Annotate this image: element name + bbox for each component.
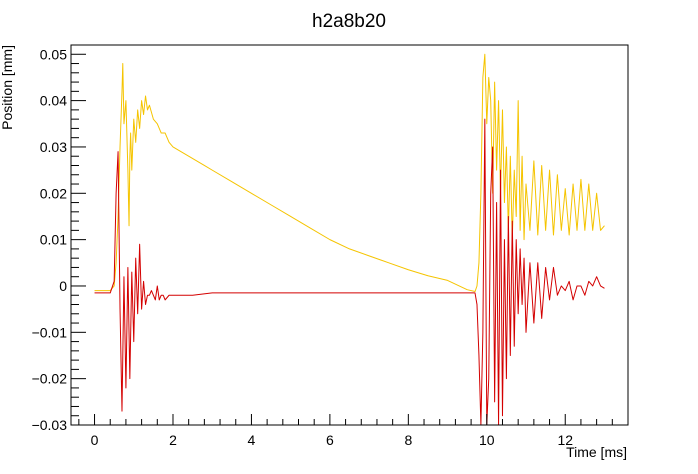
x-tick-label: 0 (91, 432, 99, 448)
y-tick-label: 0 (59, 278, 67, 294)
chart-title: h2a8b20 (312, 11, 386, 32)
x-tick-label: 12 (557, 432, 573, 448)
y-tick-label: 0.02 (40, 185, 67, 201)
y-tick-label: −0.03 (32, 417, 68, 433)
y-tick-label: 0.03 (40, 139, 67, 155)
series-line-2 (94, 118, 605, 426)
y-tick-label: 0.05 (40, 46, 67, 62)
y-tick-label: 0.01 (40, 232, 67, 248)
y-tick-label: −0.01 (32, 324, 68, 340)
x-axis: 0 2 4 6 8 10 12 (78, 414, 629, 448)
y-tick-label: 0.04 (40, 93, 67, 109)
x-tick-label: 8 (404, 432, 412, 448)
x-tick-label: 6 (326, 432, 334, 448)
x-tick-label: 2 (169, 432, 177, 448)
series-line-1 (94, 53, 605, 293)
y-axis: −0.03 −0.02 −0.01 0 0.01 0.02 0.03 0.04 0.05 (32, 44, 86, 433)
x-tick-label: 10 (479, 432, 495, 448)
plot-frame (70, 44, 629, 426)
x-axis-label: Time [ms] (566, 444, 627, 460)
series-layer (94, 53, 605, 426)
y-axis-label: Position [mm] (0, 45, 15, 130)
y-tick-label: −0.02 (32, 371, 68, 387)
x-tick-label: 4 (248, 432, 256, 448)
